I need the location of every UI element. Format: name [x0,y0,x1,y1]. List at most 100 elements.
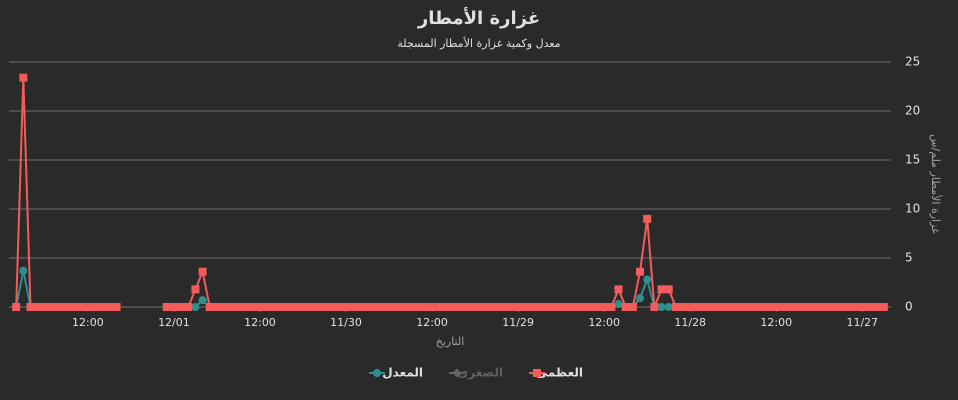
data-point [593,303,601,311]
data-point [743,303,752,311]
data-point [55,303,64,311]
x-tick-label: 12:00 [416,316,448,329]
data-point [478,303,487,311]
data-point [91,303,100,311]
data-point [392,303,401,311]
data-point [442,303,451,311]
data-point [26,303,35,311]
data-point [693,303,702,311]
data-point [829,303,838,311]
y-tick-label: 25 [905,55,920,69]
data-point [607,303,616,311]
data-point [879,303,888,311]
data-point [714,303,723,311]
data-point [105,303,114,311]
data-point [865,303,874,311]
data-point [83,303,92,311]
data-point [843,303,852,311]
data-point [162,303,171,311]
x-tick-label: 12:00 [72,316,104,329]
data-point [765,303,774,311]
chart-title: غزارة الأمطار [417,7,540,29]
data-point [722,303,731,311]
x-tick-label: 11/30 [330,316,362,329]
data-point [198,267,207,276]
data-point [736,303,745,311]
data-point [169,303,178,311]
data-point [48,303,57,311]
data-point [33,303,42,311]
data-point [313,303,322,311]
x-tick-label: 11/27 [846,316,878,329]
data-point [872,303,881,311]
data-point [585,303,594,311]
data-point [657,303,666,311]
data-point [69,303,78,311]
data-point [205,303,214,311]
data-point [334,303,343,311]
data-point [420,303,429,311]
data-point [542,303,551,311]
data-point [327,303,336,311]
data-point [184,303,193,311]
data-point [435,303,444,311]
data-point [628,303,637,311]
data-point [614,285,623,294]
data-point [220,303,229,311]
x-tick-label: 12/01 [158,316,190,329]
data-point [858,303,867,311]
data-point [342,303,351,311]
data-point [40,303,49,311]
data-point [664,285,673,294]
data-point [320,303,329,311]
data-point [650,303,659,311]
x-tick-label: 11/29 [502,316,534,329]
data-point [671,303,680,311]
data-point [643,275,652,284]
data-point [757,303,766,311]
data-point [449,303,458,311]
data-point [851,303,860,311]
data-point [284,303,293,311]
data-point [248,303,257,311]
data-point [212,303,221,311]
data-point [808,303,817,311]
y-tick-label: 0 [905,300,913,314]
legend-symbol [533,369,541,377]
data-point [356,303,365,311]
legend-label: المعدل [382,366,423,380]
data-point [485,303,494,311]
data-point [750,303,759,311]
data-point [700,303,709,311]
data-point [707,303,716,311]
legend-label: العظمى [536,366,583,380]
data-point [399,303,408,311]
data-point [291,303,300,311]
data-point [772,303,781,311]
data-point [112,303,121,311]
data-point [535,303,544,311]
legend-symbol [373,369,381,377]
data-point [636,294,645,303]
data-point [349,303,358,311]
data-point [664,303,673,311]
data-point [549,303,558,311]
data-point [19,73,28,82]
y-tick-label: 5 [905,251,913,265]
data-point [564,303,573,311]
data-point [428,303,437,311]
data-point [370,303,379,311]
data-point [306,303,315,311]
data-point [406,303,415,311]
data-point [463,303,472,311]
data-point [255,303,264,311]
data-point [234,303,243,311]
data-point [815,303,824,311]
data-point [571,303,580,311]
legend-symbol [452,368,462,378]
data-point [377,303,386,311]
x-tick-label: 12:00 [588,316,620,329]
data-point [177,303,186,311]
